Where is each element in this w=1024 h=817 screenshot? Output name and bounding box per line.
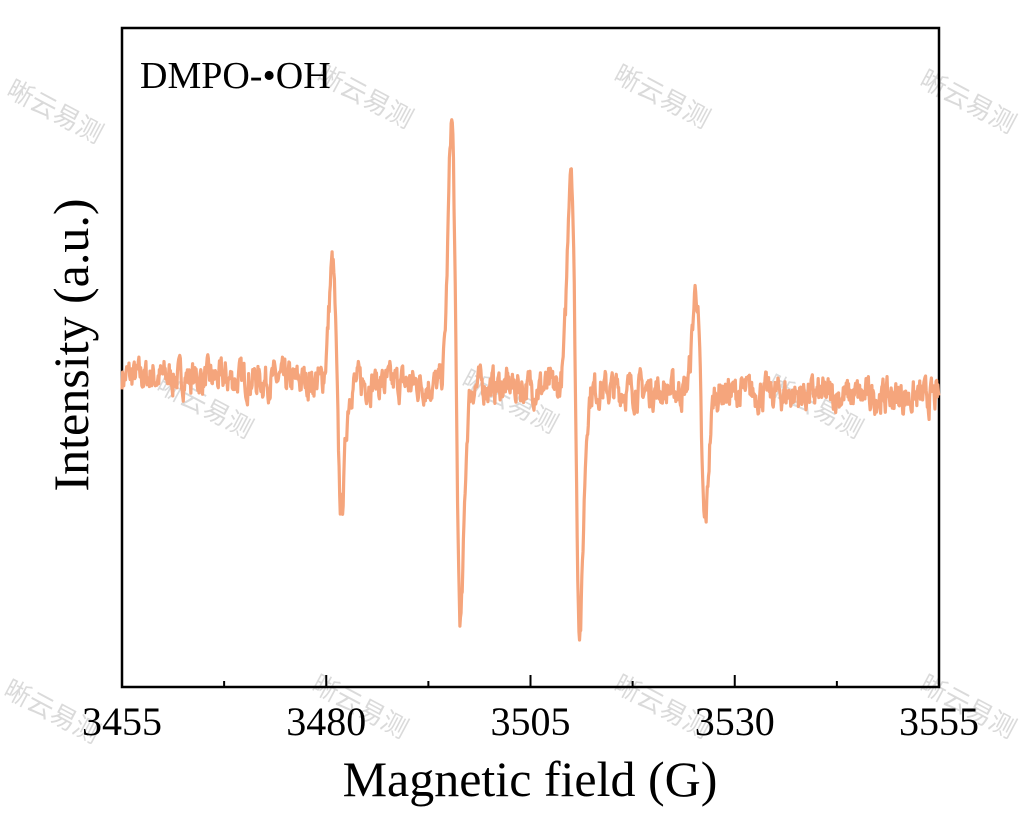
x-tick-label: 3455 [82,699,162,744]
series-line-dmpo-oh [120,118,941,642]
watermark-text: 晰云易测 [915,65,1021,140]
x-axis-tick-labels: 3455 3480 3505 3530 3555 [82,699,979,744]
x-tick-label: 3530 [695,699,775,744]
watermark-layer: 晰云易测 晰云易测 晰云易测 晰云易测 晰云易测 晰云易测 晰云易测 晰云易测 … [0,60,1021,750]
watermark-text: 晰云易测 [2,75,108,150]
x-tick-label: 3555 [899,699,979,744]
x-tick-label: 3480 [286,699,366,744]
y-axis-label: Intensity (a.u.) [43,199,99,492]
plot-frame [120,26,941,689]
watermark-text: 晰云易测 [609,60,715,135]
x-axis-ticks [121,675,940,687]
x-axis-label: Magnetic field (G) [343,751,718,807]
x-tick-label: 3505 [491,699,571,744]
series-annotation: DMPO-•OH [140,55,331,97]
